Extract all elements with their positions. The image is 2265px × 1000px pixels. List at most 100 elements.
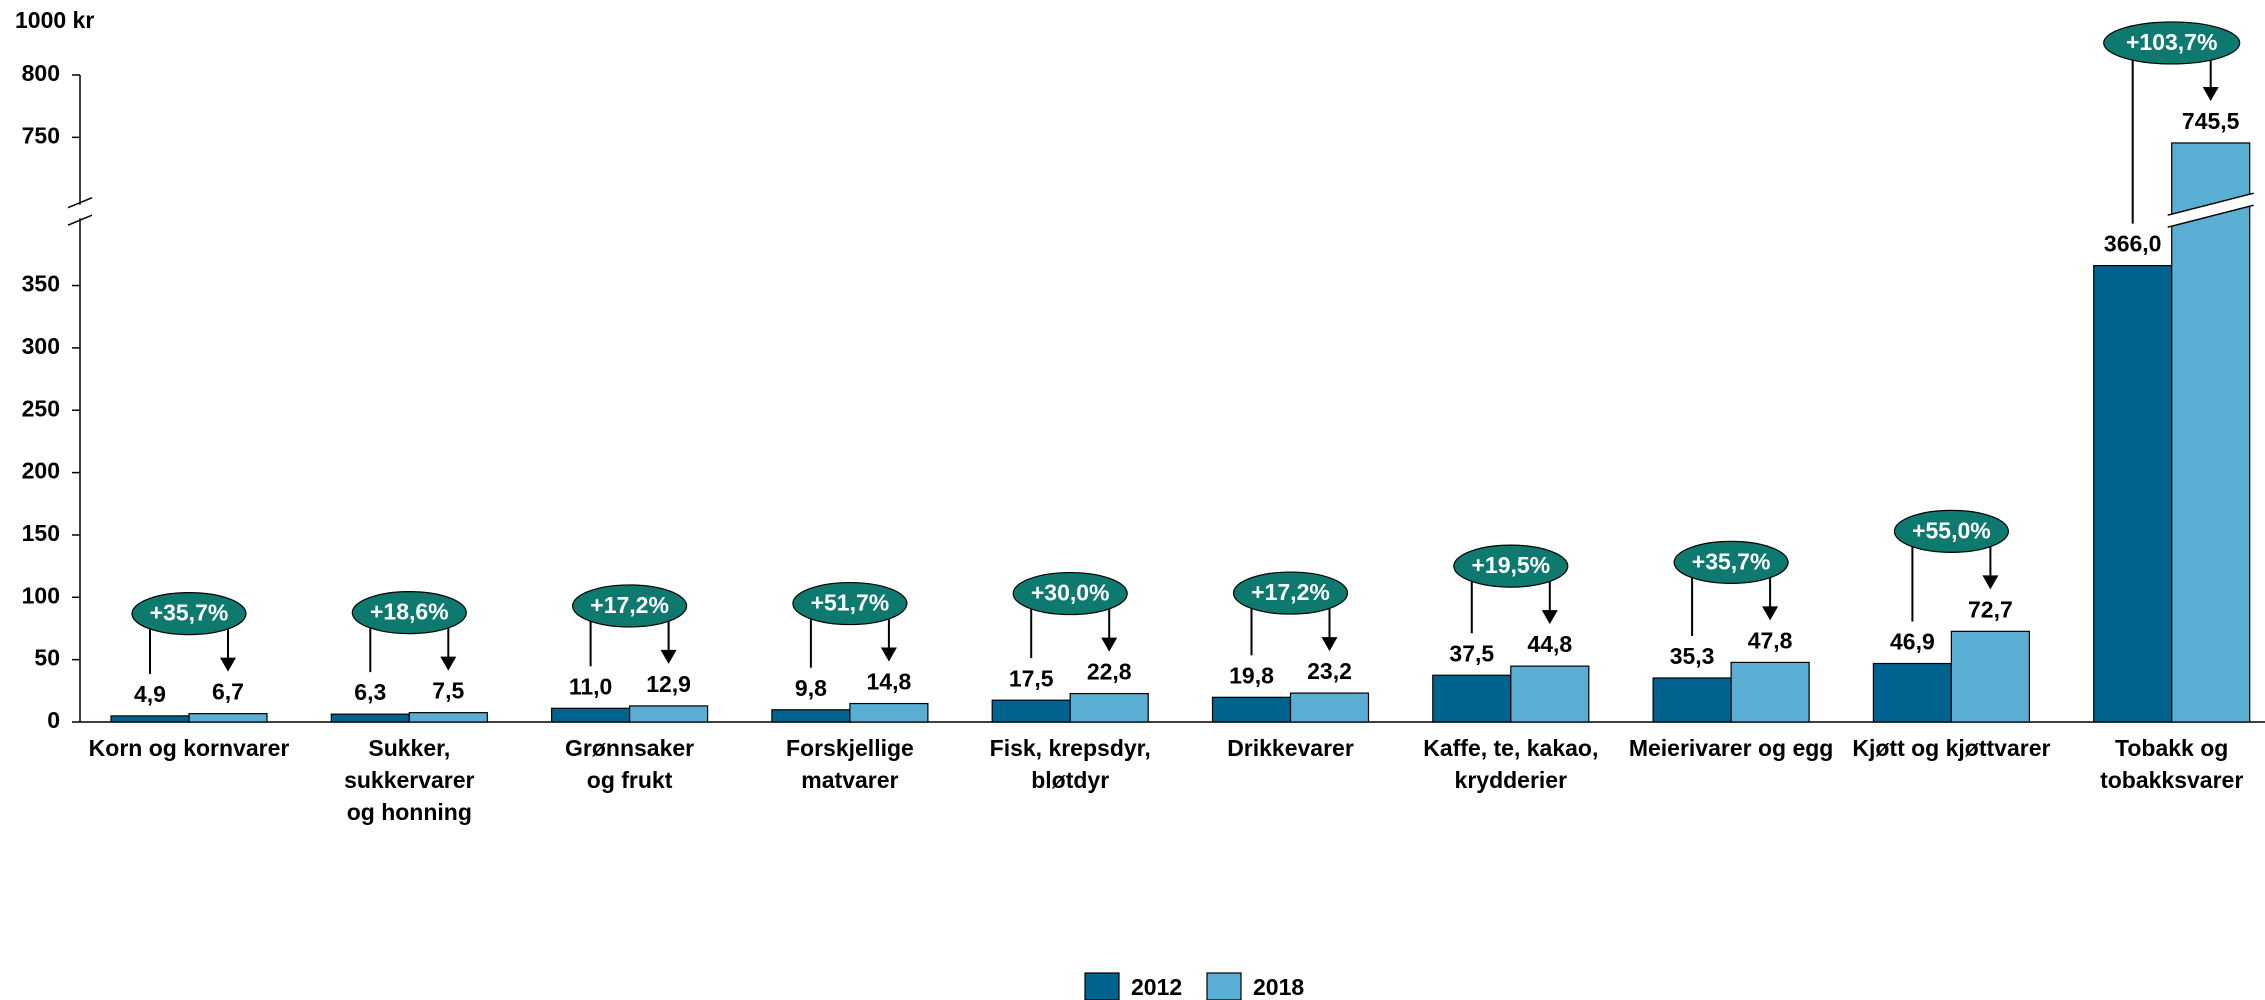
y-axis-label: 1000 kr [15, 7, 94, 33]
x-tick-label: Kaffe, te, kakao, [1423, 735, 1598, 761]
y-tick-label: 350 [22, 271, 60, 297]
change-label: +35,7% [1692, 548, 1771, 574]
bar [1432, 674, 1512, 723]
change-badge [1012, 571, 1128, 616]
x-tick-label: bløtdyr [1031, 767, 1109, 793]
change-label: +18,6% [370, 599, 449, 625]
bar [849, 702, 929, 723]
value-label: 72,7 [1968, 596, 2013, 622]
x-tick-label: krydderier [1455, 767, 1568, 793]
x-tick-label: matvarer [801, 767, 898, 793]
change-arrowhead [880, 647, 897, 662]
change-badge [2103, 21, 2241, 65]
legend-swatch [1084, 972, 1120, 1000]
axis-break [67, 197, 93, 209]
legend-swatch [1206, 972, 1242, 1000]
bar [1510, 665, 1590, 723]
value-label: 12,9 [646, 671, 691, 697]
change-arrowhead [1762, 606, 1779, 621]
change-label: +17,2% [1251, 579, 1330, 605]
change-arrowhead [1101, 637, 1118, 652]
value-label: 22,8 [1087, 659, 1132, 685]
x-tick-label: Grønnsaker [565, 735, 694, 761]
value-label: 44,8 [1527, 631, 1572, 657]
change-arrowhead [2202, 86, 2219, 101]
bar [991, 699, 1071, 723]
change-arrowhead [440, 656, 457, 671]
bar [2093, 264, 2173, 723]
change-arrowhead [220, 657, 236, 672]
bar [1211, 696, 1292, 723]
change-badge [792, 581, 908, 626]
value-label: 9,8 [795, 675, 827, 701]
change-arrowhead [1982, 575, 1999, 590]
change-arrowhead [1541, 610, 1558, 625]
x-tick-label: Drikkevarer [1227, 735, 1354, 761]
value-label: 35,3 [1670, 643, 1715, 669]
bar-break-line [2167, 204, 2254, 228]
value-label: 23,2 [1307, 658, 1352, 684]
y-tick-label: 200 [22, 458, 60, 484]
x-tick-label: sukkervarer [344, 767, 474, 793]
change-label: +19,5% [1471, 552, 1550, 578]
change-label: +51,7% [811, 590, 890, 616]
value-label: 745,5 [2182, 108, 2240, 134]
bar [628, 705, 709, 723]
value-label: 6,3 [354, 679, 386, 705]
value-label: 11,0 [569, 673, 613, 699]
legend-label: 2012 [1131, 974, 1182, 1000]
value-label: 14,8 [867, 669, 912, 695]
bar [188, 713, 268, 723]
y-tick-label: 50 [34, 645, 60, 671]
change-label: +30,0% [1031, 580, 1110, 606]
value-label: 6,7 [212, 679, 244, 705]
value-label: 37,5 [1449, 640, 1494, 666]
bar [330, 713, 410, 723]
bar [771, 709, 851, 723]
axis-break [67, 214, 93, 226]
value-label: 46,9 [1890, 629, 1935, 655]
change-label: +103,7% [2126, 29, 2217, 55]
y-tick-label: 300 [22, 333, 60, 359]
change-arrowhead [1321, 637, 1338, 652]
bar-break [2167, 193, 2254, 228]
legend-label: 2018 [1253, 974, 1304, 1000]
x-tick-label: og frukt [587, 767, 673, 793]
bar [2171, 142, 2251, 723]
x-tick-label: Forskjellige [786, 735, 914, 761]
x-tick-label: Tobakk og [2115, 735, 2228, 761]
bar-break-line [2167, 192, 2254, 216]
change-badge [1893, 509, 2010, 553]
x-tick-label: Meierivarer og egg [1629, 735, 1834, 761]
bar [408, 712, 488, 723]
change-badge [351, 591, 467, 635]
x-tick-label: Korn og kornvarer [89, 735, 290, 761]
change-arrowhead [660, 649, 677, 664]
value-label: 7,5 [432, 678, 464, 704]
change-badge [1673, 540, 1789, 584]
x-tick-label: tobakksvarer [2100, 767, 2243, 793]
value-label: 4,9 [134, 681, 166, 707]
y-tick-label: 0 [47, 707, 60, 733]
x-tick-label: Sukker, [368, 735, 450, 761]
y-tick-label: 250 [22, 395, 60, 421]
x-tick-label: Kjøtt og kjøttvarer [1852, 735, 2050, 761]
bar [550, 707, 631, 723]
value-label: 19,8 [1229, 662, 1274, 688]
bar [1872, 662, 1953, 723]
change-badge [131, 592, 247, 636]
bar [1730, 661, 1810, 723]
change-label: +55,0% [1912, 517, 1991, 543]
change-badge [1453, 544, 1569, 588]
change-label: +35,7% [150, 600, 229, 626]
bar [1652, 677, 1732, 723]
bar [1950, 630, 2031, 723]
y-tick-label: 150 [22, 520, 60, 546]
y-tick-label: 100 [22, 582, 60, 608]
x-tick-label: Fisk, krepsdyr, [990, 735, 1151, 761]
bar [110, 715, 190, 723]
change-badge [1232, 571, 1349, 615]
bar [1069, 692, 1149, 723]
change-label: +17,2% [590, 592, 669, 618]
